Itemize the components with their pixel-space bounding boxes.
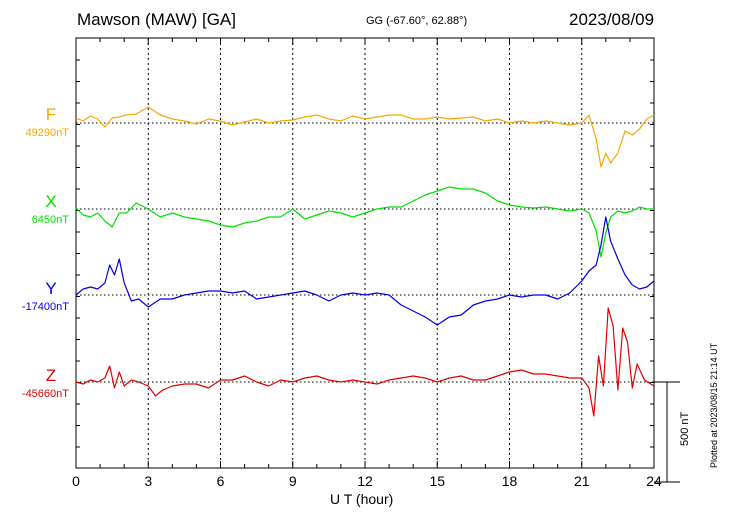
series-baseline-label-F: 49290nT bbox=[25, 127, 69, 139]
axis-ticks bbox=[75, 38, 655, 468]
x-tick-label-12: 12 bbox=[357, 473, 373, 489]
grid-lines bbox=[147, 38, 583, 468]
x-tick-label-21: 21 bbox=[573, 473, 590, 489]
series-line-Z bbox=[75, 307, 655, 417]
plotted-timestamp: Plotted at 2023/08/15 21:14 UT bbox=[709, 342, 719, 468]
series-baseline-label-Z: -45660nT bbox=[21, 388, 69, 400]
x-tick-label-0: 0 bbox=[72, 473, 80, 489]
series-name-Y: Y bbox=[45, 279, 57, 298]
x-tick-label-24: 24 bbox=[646, 473, 662, 489]
series-line-F bbox=[75, 106, 655, 168]
scale-bar-label: 500 nT bbox=[679, 411, 691, 446]
series-name-X: X bbox=[45, 192, 57, 211]
x-tick-label-6: 6 bbox=[216, 473, 225, 489]
x-tick-label-18: 18 bbox=[501, 473, 518, 489]
series-name-Z: Z bbox=[45, 366, 57, 385]
x-tick-label-15: 15 bbox=[429, 473, 446, 489]
series-baseline-label-Y: -17400nT bbox=[21, 301, 69, 313]
series-line-Y bbox=[75, 216, 655, 326]
x-tick-label-9: 9 bbox=[288, 473, 297, 489]
x-tick-label-3: 3 bbox=[144, 473, 153, 489]
coordinates-label: GG (-67.60°, 62.88°) bbox=[366, 15, 468, 27]
x-axis-label: U T (hour) bbox=[330, 491, 394, 507]
series-line-X bbox=[75, 186, 654, 258]
series-name-F: F bbox=[45, 105, 57, 124]
date-label: 2023/08/09 bbox=[569, 10, 655, 29]
series-baseline-label-X: 6450nT bbox=[31, 214, 69, 226]
scale-bar bbox=[654, 381, 680, 483]
station-title: Mawson (MAW) [GA] bbox=[77, 10, 236, 29]
series-lines bbox=[75, 106, 655, 417]
